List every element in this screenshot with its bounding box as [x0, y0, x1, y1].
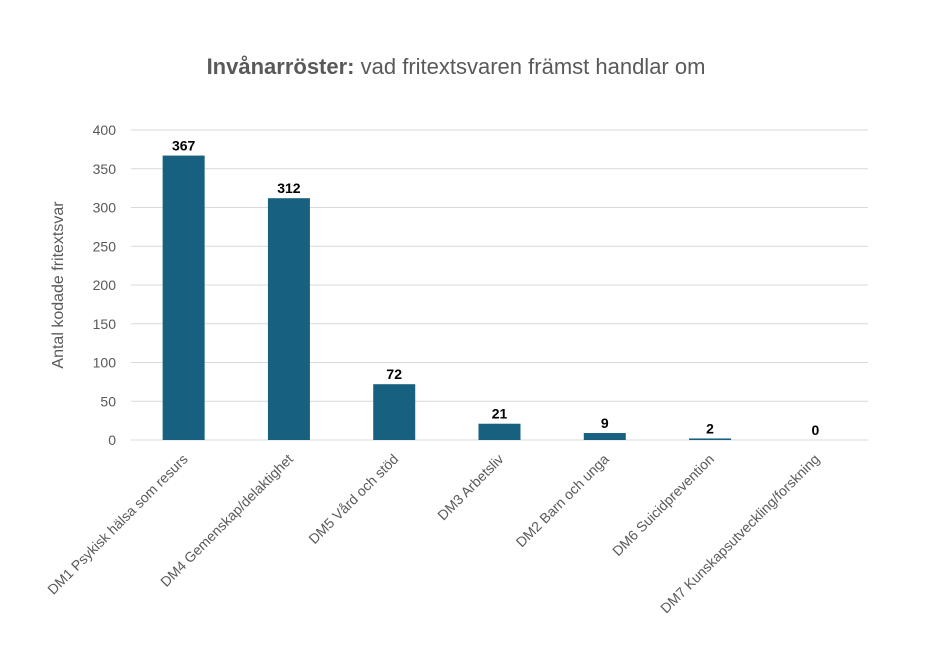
- x-tick-label: DM3 Arbetsliv: [434, 451, 506, 523]
- data-label: 9: [601, 415, 609, 431]
- x-tick-label: DM2 Barn och unga: [513, 451, 613, 551]
- bar: [583, 433, 626, 440]
- y-tick-labels: 0 50 100 150 200 250 300 350 400: [93, 122, 117, 448]
- y-tick-label: 150: [93, 316, 117, 332]
- grid-lines: [131, 129, 868, 441]
- y-tick-label: 0: [108, 432, 116, 448]
- y-tick-label: 400: [93, 122, 117, 138]
- data-label: 21: [492, 406, 508, 422]
- chart-title-rest: vad fritextsvaren främst handlar om: [355, 54, 706, 79]
- y-tick-label: 200: [93, 277, 117, 293]
- bars: [162, 155, 732, 440]
- x-tick-label: DM6 Suicidprevention: [609, 451, 717, 559]
- chart-title: Invånarröster: vad fritextsvaren främst …: [207, 54, 706, 79]
- data-label: 312: [277, 180, 301, 196]
- data-label: 2: [706, 420, 714, 436]
- y-tick-label: 50: [100, 393, 116, 409]
- data-labels: 367 312 72 21 9 2 0: [172, 138, 819, 438]
- y-axis-label: Antal kodade fritextsvar: [50, 201, 67, 369]
- data-label: 72: [386, 366, 402, 382]
- y-tick-label: 100: [93, 355, 117, 371]
- y-tick-label: 250: [93, 238, 117, 254]
- bar: [267, 198, 310, 440]
- y-tick-label: 300: [93, 200, 117, 216]
- bar: [162, 155, 205, 440]
- data-label: 367: [172, 138, 196, 154]
- bar: [373, 384, 416, 440]
- chart-title-bold: Invånarröster:: [207, 54, 355, 79]
- bar: [478, 423, 521, 440]
- y-tick-label: 350: [93, 161, 117, 177]
- data-label: 0: [811, 422, 819, 438]
- x-tick-label: DM5 Vård och stöd: [305, 451, 401, 547]
- bar: [689, 438, 732, 440]
